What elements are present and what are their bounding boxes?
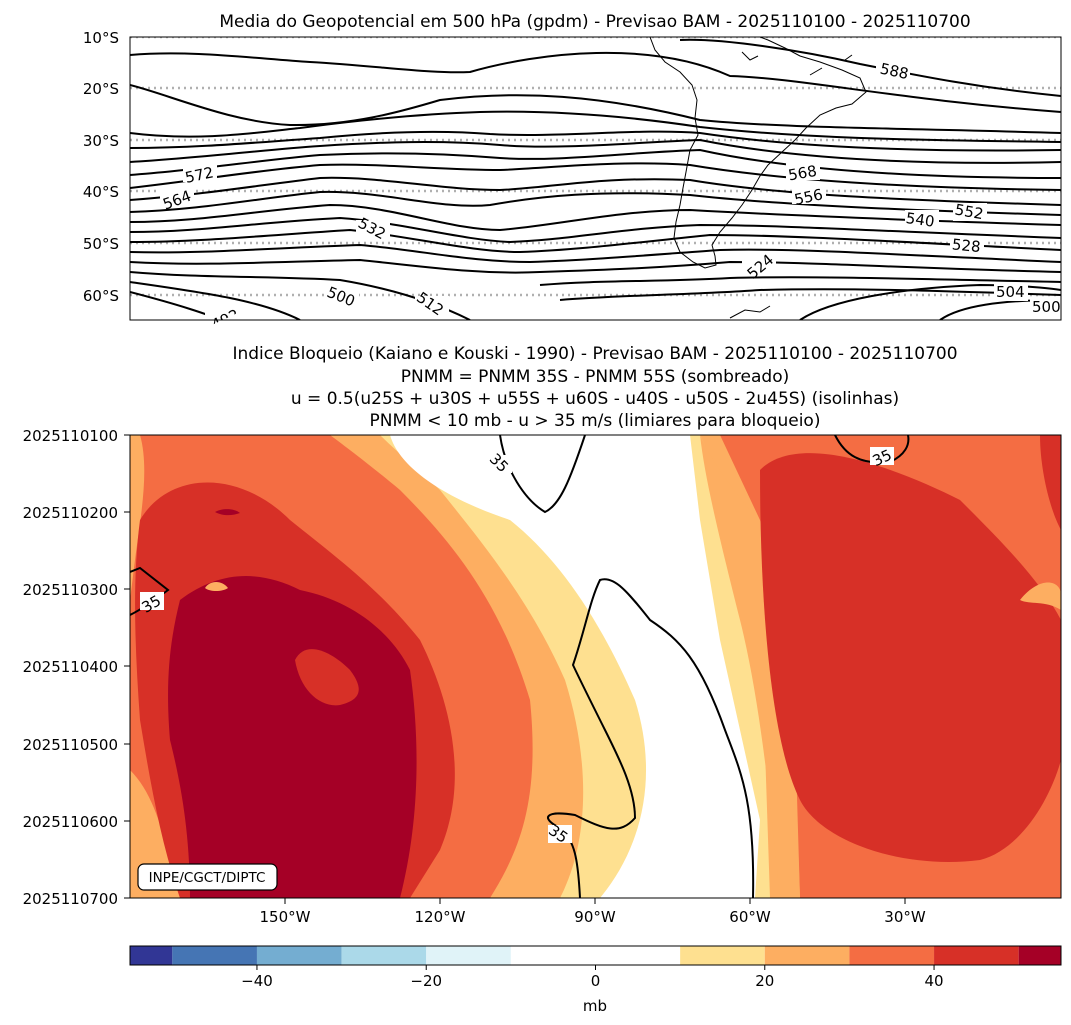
colorbar-segment--50-to--40 xyxy=(172,946,257,965)
contour-label-512: 512 xyxy=(413,288,447,319)
coastline-detail xyxy=(741,51,853,76)
top-map-panel: 588 572 564 568 556 540 552 532 528 524 … xyxy=(83,29,1062,334)
colorbar-segment--10-to-10 xyxy=(510,946,681,965)
y-tick-2025110400: 2025110400 xyxy=(23,658,118,676)
colorbar-segment--30-to--20 xyxy=(341,946,427,965)
y-tick-2025110600: 2025110600 xyxy=(23,813,118,831)
y-tick-20s: 20°S xyxy=(83,80,119,98)
geopotential-contours xyxy=(130,38,1061,320)
colorbar-segment-30-to-40 xyxy=(849,946,935,965)
bottom-y-axis: 2025110100 2025110200 2025110300 2025110… xyxy=(23,427,130,908)
contour-label-540: 540 xyxy=(905,209,936,231)
bottom-title-line-2: PNMM = PNMM 35S - PNMM 55S (sombreado) xyxy=(401,367,790,387)
contour-label-552: 552 xyxy=(953,201,984,224)
top-panel-frame xyxy=(129,36,1062,321)
field-central-negative xyxy=(390,435,760,898)
y-tick-30s: 30°S xyxy=(83,132,119,150)
colorbar-ticks: −40 −20 0 20 40 xyxy=(241,965,944,990)
y-tick-2025110200: 2025110200 xyxy=(23,504,118,522)
y-tick-2025110300: 2025110300 xyxy=(23,581,118,599)
top-contour-labels: 588 572 564 568 556 540 552 532 528 524 … xyxy=(160,59,1061,334)
top-title: Media do Geopotencial em 500 hPa (gpdm) … xyxy=(219,12,970,32)
colorbar-segment-40-to-50 xyxy=(934,946,1019,965)
contour-label-532: 532 xyxy=(355,214,389,243)
x-tick-90w: 90°W xyxy=(574,908,616,926)
field-left-spot-2 xyxy=(205,582,228,591)
credit-text: INPE/CGCT/DIPTC xyxy=(149,870,266,886)
colorbar-tick-label: 0 xyxy=(591,972,601,990)
contour-label-528: 528 xyxy=(951,235,981,256)
coastline-south-america xyxy=(649,37,867,269)
hovmoller-panel: 35 35 35 35 INPE/CGCT/DIPTC xyxy=(23,427,1062,926)
colorbar-tick-label: 20 xyxy=(755,972,774,990)
field-right-inner-10-20 xyxy=(1020,582,1061,610)
colorbar-segments xyxy=(130,946,1061,965)
bottom-x-axis: 150°W 120°W 90°W 60°W 30°W xyxy=(260,898,926,926)
colorbar-tick-label: 40 xyxy=(924,972,943,990)
field-right-40-50 xyxy=(1040,435,1061,530)
y-tick-2025110100: 2025110100 xyxy=(23,427,118,445)
colorbar-tick-label: −20 xyxy=(410,972,442,990)
field-left-40-50 xyxy=(168,576,417,898)
x-tick-150w: 150°W xyxy=(260,908,311,926)
y-tick-50s: 50°S xyxy=(83,235,119,253)
y-tick-2025110700: 2025110700 xyxy=(23,890,118,908)
colorbar-segment--20-to--10 xyxy=(426,946,511,965)
y-tick-60s: 60°S xyxy=(83,287,119,305)
colorbar-tick-label: −40 xyxy=(241,972,273,990)
colorbar: −40 −20 0 20 40 mb xyxy=(129,945,1062,1015)
antarctic-coast xyxy=(729,305,771,319)
field-right-30-40 xyxy=(760,453,1061,862)
x-tick-60w: 60°W xyxy=(729,908,771,926)
contour-label-588: 588 xyxy=(878,59,910,83)
y-tick-10s: 10°S xyxy=(83,29,119,47)
bottom-title-line-3: u = 0.5(u25S + u30S + u55S + u60S - u40S… xyxy=(291,389,899,409)
colorbar-label: mb xyxy=(583,997,607,1015)
colorbar-segment-50-to-55 xyxy=(1018,946,1061,965)
y-tick-40s: 40°S xyxy=(83,183,119,201)
colorbar-segment--40-to--30 xyxy=(256,946,342,965)
field-left-10-20 xyxy=(130,435,145,600)
contour-label-572: 572 xyxy=(183,163,215,187)
bottom-title: Indice Bloqueio (Kaiano e Kouski - 1990)… xyxy=(232,344,957,431)
contour-label-504: 504 xyxy=(996,283,1025,301)
colorbar-segment-20-to-30 xyxy=(764,946,850,965)
field-left-spot xyxy=(215,509,240,516)
contour-label-556: 556 xyxy=(793,185,825,209)
y-tick-2025110500: 2025110500 xyxy=(23,736,118,754)
colorbar-segment--55-to--50 xyxy=(130,946,173,965)
contour-label-568: 568 xyxy=(787,162,818,185)
contour-label-500: 500 xyxy=(324,283,357,310)
credit-annotation: INPE/CGCT/DIPTC xyxy=(137,863,278,891)
bottom-title-line-1: Indice Bloqueio (Kaiano e Kouski - 1990)… xyxy=(232,344,957,364)
field-left-inner-30-40 xyxy=(295,649,359,706)
bottom-title-line-4: PNMM < 10 mb - u > 35 m/s (limiares para… xyxy=(370,411,821,431)
colorbar-segment-10-to-20 xyxy=(680,946,765,965)
x-tick-120w: 120°W xyxy=(415,908,466,926)
contour-label-500-right: 500 xyxy=(1032,298,1061,316)
x-tick-30w: 30°W xyxy=(884,908,926,926)
top-y-axis: 10°S 20°S 30°S 40°S 50°S 60°S xyxy=(83,29,119,305)
